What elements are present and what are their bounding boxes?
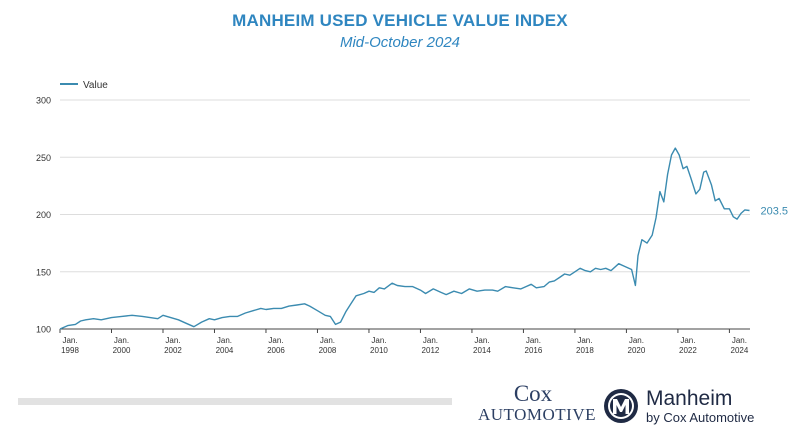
x-tick-label-year: 2024 bbox=[731, 346, 749, 355]
manheim-logo-name: Manheim bbox=[646, 387, 733, 410]
x-tick-label-year: 2018 bbox=[576, 346, 594, 355]
x-tick-label-month: Jan. bbox=[629, 336, 644, 345]
x-tick-label-year: 2006 bbox=[267, 346, 285, 355]
footer-divider-bar bbox=[18, 398, 452, 405]
x-tick-label-year: 2016 bbox=[525, 346, 543, 355]
x-tick-label-month: Jan. bbox=[114, 336, 129, 345]
chart-subtitle: Mid-October 2024 bbox=[339, 34, 461, 51]
grid-lines bbox=[60, 99, 750, 273]
x-tick-label-year: 2012 bbox=[422, 346, 440, 355]
x-tick-label-month: Jan. bbox=[680, 336, 695, 345]
x-tick-label-year: 2010 bbox=[370, 346, 388, 355]
x-tick-label-month: Jan. bbox=[732, 336, 747, 345]
x-tick-label-year: 1998 bbox=[61, 346, 79, 355]
x-tick-label-year: 2014 bbox=[473, 346, 491, 355]
x-tick-label-year: 2020 bbox=[628, 346, 646, 355]
x-tick-label-month: Jan. bbox=[165, 336, 180, 345]
cox-logo-bottom: AUTOMOTIVE bbox=[478, 405, 597, 424]
manheim-logo: Manheim by Cox Automotive bbox=[603, 388, 783, 428]
x-tick-label-year: 2000 bbox=[113, 346, 131, 355]
x-axis-ticks: Jan.1998Jan.2000Jan.2002Jan.2004Jan.2006… bbox=[59, 329, 749, 355]
y-tick-label: 250 bbox=[36, 153, 51, 163]
x-tick-label-month: Jan. bbox=[62, 336, 77, 345]
x-tick-label-month: Jan. bbox=[217, 336, 232, 345]
legend-label-value: Value bbox=[83, 80, 108, 91]
x-tick-label-month: Jan. bbox=[423, 336, 438, 345]
x-tick-label-year: 2008 bbox=[319, 346, 337, 355]
series-line-value bbox=[59, 147, 750, 330]
x-tick-label-year: 2002 bbox=[164, 346, 182, 355]
legend: Value bbox=[60, 80, 108, 91]
last-value-label: 203.5 bbox=[760, 205, 788, 217]
x-tick-label-month: Jan. bbox=[474, 336, 489, 345]
y-tick-label: 150 bbox=[36, 267, 51, 277]
y-tick-label: 100 bbox=[36, 325, 51, 335]
x-tick-label-year: 2004 bbox=[216, 346, 234, 355]
cox-automotive-logo: Cox AUTOMOTIVE bbox=[478, 381, 597, 426]
x-tick-label-month: Jan. bbox=[577, 336, 592, 345]
y-axis-ticks: 100 150 200 250 300 bbox=[36, 96, 51, 335]
cox-logo-top: Cox bbox=[513, 381, 553, 406]
x-tick-label-month: Jan. bbox=[526, 336, 541, 345]
manheim-logo-sub: by Cox Automotive bbox=[646, 410, 755, 425]
x-tick-label-month: Jan. bbox=[268, 336, 283, 345]
x-tick-label-year: 2022 bbox=[679, 346, 697, 355]
series-lines bbox=[59, 147, 750, 330]
chart-title: MANHEIM USED VEHICLE VALUE INDEX bbox=[232, 11, 568, 30]
x-tick-label-month: Jan. bbox=[320, 336, 335, 345]
manheim-m-icon bbox=[604, 389, 638, 423]
y-tick-label: 300 bbox=[36, 96, 51, 106]
y-tick-label: 200 bbox=[36, 210, 51, 220]
x-tick-label-month: Jan. bbox=[371, 336, 386, 345]
